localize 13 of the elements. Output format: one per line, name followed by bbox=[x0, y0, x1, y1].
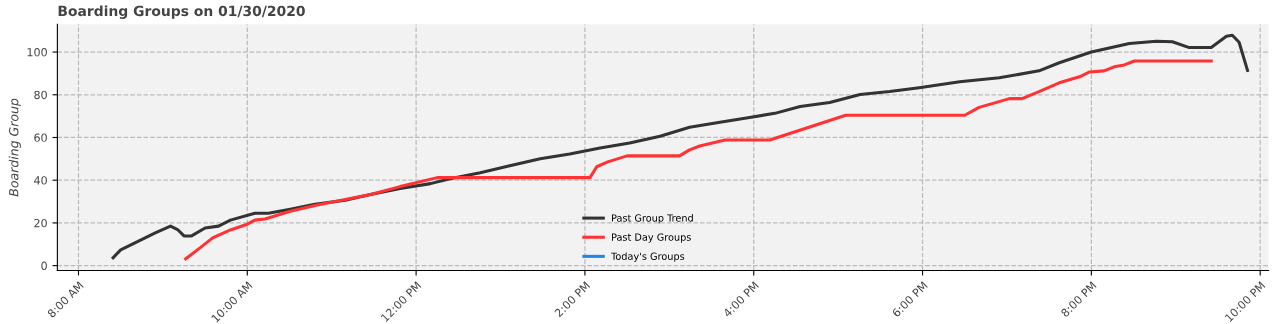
line-series bbox=[184, 59, 1213, 261]
y-axis-title: Boarding Group bbox=[8, 98, 21, 197]
legend-label: Past Group Trend bbox=[612, 214, 693, 224]
y-tick-label: 0 bbox=[41, 261, 47, 271]
y-tick-label: 100 bbox=[27, 48, 47, 57]
y-tick-label: 80 bbox=[34, 90, 47, 100]
y-tick-label: 60 bbox=[34, 133, 47, 142]
chart-title: Boarding Groups on 01/30/2020 bbox=[58, 5, 305, 19]
legend-label: Past Day Groups bbox=[612, 233, 691, 243]
y-tick-label: 40 bbox=[34, 176, 47, 185]
y-tick-label: 20 bbox=[34, 218, 47, 228]
line-series bbox=[111, 33, 1250, 260]
legend-label: Today's Groups bbox=[611, 252, 685, 262]
